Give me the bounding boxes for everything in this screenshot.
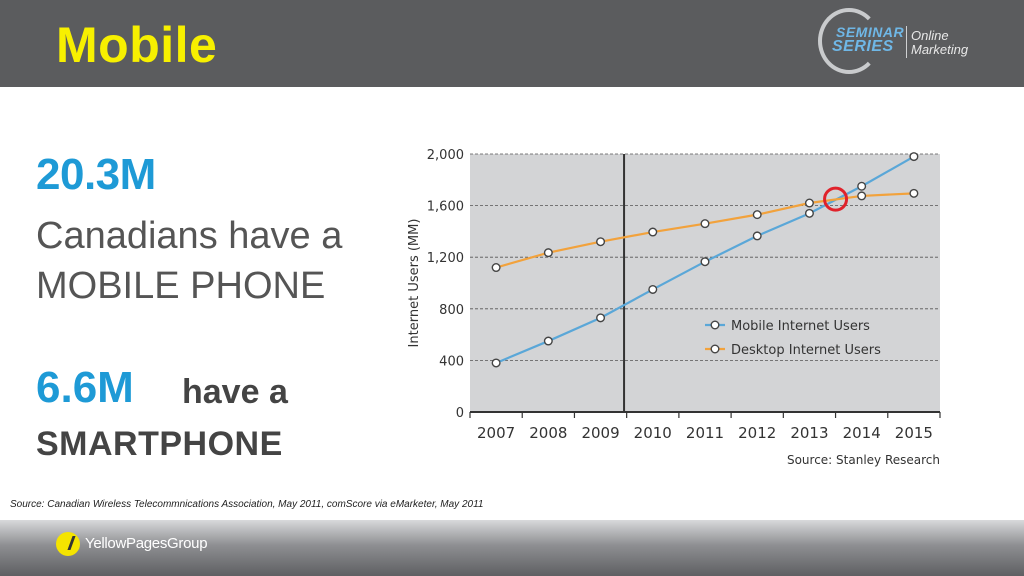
data-point	[700, 257, 710, 267]
stat-mobile-phone-text: Canadians have a	[36, 215, 343, 257]
data-point	[752, 210, 762, 220]
footer-bar: YellowPagesGroup	[0, 520, 1024, 576]
internet-users-chart: 0 400 800 1,200 1,600 2,000 2007 2008 2009 2010 20…	[407, 148, 941, 467]
logo-text-series: SERIES	[832, 38, 894, 55]
data-point	[543, 336, 553, 346]
highlight-circle	[823, 186, 849, 212]
data-point	[752, 231, 762, 241]
legend-label: Mobile Internet Users	[731, 319, 870, 334]
page-title: Mobile	[56, 17, 218, 73]
y-tick-label: 1,200	[427, 251, 464, 266]
stat-smartphone-label: SMARTPHONE	[36, 425, 283, 463]
data-point	[596, 313, 606, 323]
data-point	[804, 208, 814, 218]
data-point	[909, 152, 919, 162]
x-tick-label: 2014	[843, 424, 881, 442]
x-tick-label: 2007	[477, 424, 515, 442]
data-point	[543, 248, 553, 258]
legend-marker	[710, 320, 720, 330]
logo-text-marketing: Marketing	[911, 42, 969, 57]
x-tick-label: 2013	[790, 424, 828, 442]
logo-ring-icon	[818, 8, 880, 74]
data-point	[909, 188, 919, 198]
x-tick-label: 2010	[634, 424, 672, 442]
stat-mobile-phone-label: MOBILE PHONE	[36, 265, 326, 307]
data-point	[491, 263, 501, 273]
chart-source-label: Source: Stanley Research	[787, 453, 940, 467]
x-tick-label: 2008	[529, 424, 567, 442]
data-point	[804, 198, 814, 208]
stat-smartphone-text: have a	[182, 373, 288, 411]
logo-text-online: Online	[911, 28, 949, 43]
plot-background	[470, 154, 940, 412]
y-tick-label: 400	[439, 354, 464, 369]
x-tick-label: 2015	[895, 424, 933, 442]
x-tick-label: 2011	[686, 424, 724, 442]
data-point	[700, 219, 710, 229]
legend-label: Desktop Internet Users	[731, 343, 881, 358]
footer-brand: YellowPagesGroup	[85, 535, 208, 552]
x-tick-label: 2012	[738, 424, 776, 442]
data-point	[648, 284, 658, 294]
seminar-series-logo: SEMINAR SERIES Online Marketing	[818, 8, 988, 78]
data-point	[857, 181, 867, 191]
data-point	[857, 191, 867, 201]
legend-marker	[710, 344, 720, 354]
y-tick-label: 0	[456, 406, 464, 421]
logo-divider	[906, 26, 907, 58]
logo-text-seminar: SEMINAR	[836, 24, 905, 40]
data-point	[596, 237, 606, 247]
data-point	[648, 227, 658, 237]
source-note: Source: Canadian Wireless Telecommnicati…	[10, 499, 484, 510]
stat-mobile-phone-number: 20.3M	[36, 150, 156, 199]
yellow-pages-walking-fingers-icon	[56, 532, 80, 556]
data-point	[491, 358, 501, 368]
stat-smartphone-number: 6.6M	[36, 363, 134, 412]
x-tick-label: 2009	[581, 424, 619, 442]
y-tick-label: 1,600	[427, 200, 464, 215]
y-tick-label: 800	[439, 303, 464, 318]
header-bar: Mobile SEMINAR SERIES Online Marketing	[0, 0, 1024, 87]
y-tick-label: 2,000	[427, 148, 464, 163]
y-axis-label: Internet Users (MM)	[407, 219, 422, 348]
